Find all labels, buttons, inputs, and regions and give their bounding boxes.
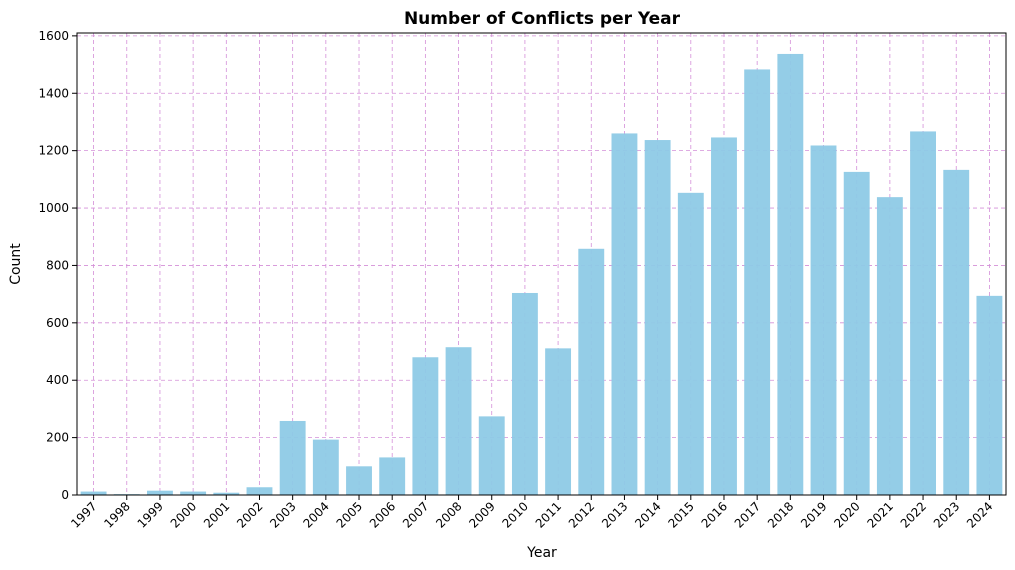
- x-tick-label: 2006: [367, 499, 398, 530]
- x-axis-label: Year: [526, 545, 557, 561]
- y-tick-label: 1400: [38, 86, 69, 100]
- y-tick-label: 400: [46, 373, 69, 387]
- bar-2014: [644, 140, 671, 495]
- y-axis: 0 200 400 600 800 1000 1200 1400 1600: [38, 29, 77, 502]
- x-tick-label: 2014: [632, 499, 663, 530]
- y-tick-label: 600: [46, 316, 69, 330]
- bar-2016: [711, 137, 737, 495]
- bar-2023: [943, 169, 970, 495]
- y-tick-label: 1600: [38, 29, 69, 43]
- plot-frame: [76, 32, 1007, 496]
- bar-2021: [876, 197, 903, 495]
- bar-2007: [412, 357, 439, 495]
- x-tick-label: 2000: [168, 499, 199, 530]
- x-tick-label: 2004: [300, 499, 331, 530]
- y-axis-label: Count: [8, 243, 24, 285]
- bar-2012: [578, 248, 605, 495]
- bar-2000: [180, 491, 207, 495]
- x-tick-label: 2017: [732, 499, 763, 530]
- bar-2018: [777, 53, 804, 496]
- x-tick-label: 2010: [500, 499, 531, 530]
- x-tick-label: 1998: [101, 499, 132, 530]
- y-tick-label: 1000: [38, 201, 69, 215]
- bar-2002: [246, 487, 273, 495]
- x-tick-label: 2011: [533, 499, 564, 530]
- x-tick-label: 2009: [466, 499, 497, 530]
- bar-2003: [279, 420, 306, 495]
- bar-2010: [511, 292, 538, 495]
- bar-2015: [677, 192, 704, 495]
- x-axis: 1997 1998 1999 2000 2001 2002 2003 2004 2005 2006…: [68, 495, 996, 531]
- x-tick-label: 2016: [699, 499, 730, 530]
- x-tick-label: 2008: [433, 499, 464, 530]
- x-tick-label: 2024: [964, 499, 995, 530]
- y-tick-label: 200: [46, 431, 69, 445]
- x-tick-label: 2018: [765, 499, 796, 530]
- x-tick-label: 2015: [665, 499, 696, 530]
- bar-2005: [346, 466, 372, 495]
- bar-2019: [810, 145, 837, 496]
- bar-2017: [744, 69, 771, 495]
- x-tick-label: 2007: [400, 499, 431, 530]
- bar-2013: [611, 133, 638, 495]
- x-tick-label: 2012: [566, 499, 597, 530]
- bar-2008: [445, 347, 472, 495]
- x-tick-label: 2005: [334, 499, 365, 530]
- bar-1999: [147, 490, 173, 495]
- bar-2001: [213, 492, 240, 495]
- x-tick-label: 2001: [201, 499, 232, 530]
- bar-2006: [379, 457, 406, 495]
- x-tick-label: 2019: [798, 499, 829, 530]
- x-tick-label: 2002: [234, 499, 265, 530]
- x-tick-label: 2022: [898, 499, 929, 530]
- y-tick-label: 0: [61, 488, 69, 502]
- chart-title: Number of Conflicts per Year: [404, 9, 681, 29]
- bar-2009: [478, 416, 505, 495]
- x-tick-label: 2023: [931, 499, 962, 530]
- x-tick-label: 2013: [599, 499, 630, 530]
- x-tick-label: 1997: [68, 499, 99, 530]
- bar-2020: [843, 171, 870, 495]
- bar-2022: [910, 131, 936, 495]
- bar-2004: [312, 439, 339, 495]
- bar-2024: [976, 295, 1003, 495]
- y-tick-label: 1200: [38, 144, 69, 158]
- x-tick-label: 2020: [831, 499, 862, 530]
- y-tick-label: 800: [46, 258, 69, 272]
- bars: [80, 53, 1003, 496]
- bar-1997: [80, 491, 107, 495]
- x-tick-label: 2003: [267, 499, 298, 530]
- x-tick-label: 1999: [135, 499, 166, 530]
- x-tick-label: 2021: [864, 499, 895, 530]
- bar-2011: [545, 348, 572, 495]
